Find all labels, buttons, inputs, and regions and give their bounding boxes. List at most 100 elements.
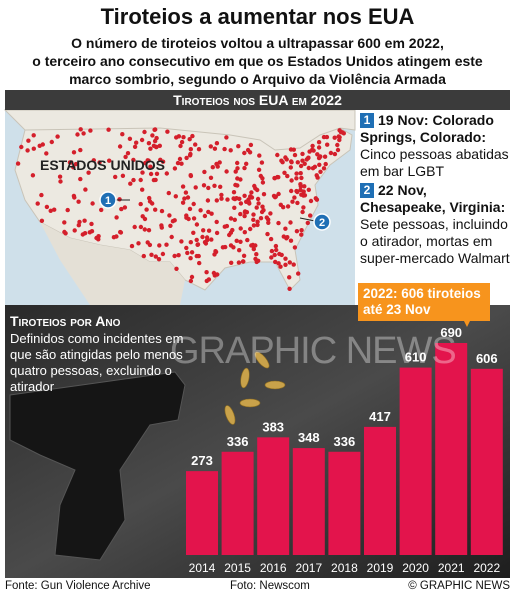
incident-dot [148, 164, 153, 169]
incident-dot [178, 143, 183, 149]
incident-dot [106, 127, 111, 132]
x-tick-label: 2017 [295, 561, 322, 575]
incident-dot [114, 234, 119, 239]
incident-dot [193, 142, 198, 147]
incident-dot [278, 264, 283, 269]
incident-dot [311, 148, 316, 153]
incident-dot [117, 197, 122, 202]
incident-dot [255, 196, 261, 202]
incident-dot [306, 187, 311, 192]
x-tick-label: 2014 [189, 561, 216, 575]
incident-dot [31, 146, 36, 151]
incident-dot [44, 204, 50, 210]
incident-dot [317, 162, 322, 167]
incident-dot [198, 208, 203, 213]
value-label: 348 [298, 430, 320, 445]
x-tick-label: 2022 [473, 561, 500, 575]
incident-dot [82, 231, 88, 236]
map-label: ESTADOS UNIDOS [40, 157, 165, 173]
incident-dot [146, 141, 152, 146]
map-marker [313, 213, 331, 231]
x-tick-label: 2016 [260, 561, 287, 575]
incident-dot [283, 226, 288, 231]
incident-dot [256, 167, 262, 172]
incident-dot [141, 253, 146, 259]
incident-dot [71, 165, 76, 170]
bar [257, 437, 290, 555]
incident-dot [39, 192, 44, 198]
incident-dot [299, 175, 304, 181]
incident-dot [129, 243, 135, 249]
incident-dot [189, 250, 195, 255]
subtitle: O número de tiroteios voltou a ultrapass… [0, 34, 515, 88]
incident-dot [253, 186, 258, 191]
incident-dot [184, 213, 189, 218]
value-label: 383 [262, 419, 284, 434]
incident-dot [91, 158, 97, 163]
photo-credit: Foto: Newscom [230, 580, 310, 592]
incident-dot [332, 135, 337, 140]
incident-dot [305, 220, 310, 226]
subtitle-line: o terceiro ano consecutivo em que os Est… [32, 53, 483, 69]
incident-dot [142, 227, 147, 232]
incident-dot [190, 133, 195, 139]
incident-dot [149, 252, 154, 257]
incident-dot [75, 132, 80, 137]
chart-description: Definidos como incidentes em que são ati… [10, 331, 184, 394]
incident-dots [15, 127, 346, 291]
incident-dot [294, 229, 300, 234]
x-tick-label: 2021 [438, 561, 465, 575]
incident-dot [57, 174, 63, 179]
incident-dot [301, 189, 306, 194]
watermark: GRAPHIC NEWS [170, 330, 457, 372]
bar [399, 367, 432, 555]
incident-dot [160, 159, 166, 164]
incident-dot [291, 262, 296, 267]
x-tick-label: 2018 [331, 561, 358, 575]
bar-chart: 273 2014 336 2015 383 2016 348 2017 336 2018 417 20… [186, 325, 503, 575]
incident-dot [227, 232, 232, 238]
incident-dot [206, 228, 212, 233]
incident-dot [324, 134, 330, 140]
source: Fonte: Gun Violence Archive [5, 580, 151, 592]
incident-dot [184, 245, 189, 251]
incident-dot [249, 243, 254, 248]
chart-title: Tiroteios por Ano [10, 313, 121, 329]
incident-dot [208, 144, 213, 149]
incident-dot [154, 171, 160, 176]
incident-dot [236, 260, 242, 265]
incident-dot [316, 145, 322, 150]
incident-dot [194, 237, 199, 243]
incident-dot [99, 207, 104, 213]
incident-dot [337, 137, 342, 143]
incident-dot [144, 207, 149, 212]
incident-dot [185, 250, 190, 256]
incident-dot [107, 158, 112, 163]
incident-dot [246, 200, 252, 205]
marker-number: 1 [105, 195, 111, 207]
incident-dot [310, 166, 316, 171]
incident-dot [265, 231, 270, 237]
incident-dot [317, 154, 323, 160]
incident-dot [118, 230, 124, 235]
incident-dot [113, 174, 118, 180]
incident-dot [255, 222, 260, 228]
incident-dot [287, 275, 292, 280]
incident-dot [120, 173, 126, 178]
incident-dot [235, 176, 240, 181]
incident-dot [147, 199, 153, 204]
incident-dot [97, 160, 102, 165]
incident-dot [322, 154, 328, 159]
event-number: 2 [360, 183, 374, 198]
incident-dot [31, 133, 36, 138]
incident-dot [35, 201, 40, 206]
incident-dot [307, 149, 312, 154]
value-label: 690 [440, 325, 462, 340]
incident-dot [300, 151, 305, 157]
incident-dot [180, 200, 186, 205]
incident-dot [256, 201, 261, 206]
incident-dot [272, 176, 277, 181]
incident-dot [204, 235, 210, 240]
incident-dot [276, 191, 281, 197]
incident-dot [191, 201, 196, 207]
